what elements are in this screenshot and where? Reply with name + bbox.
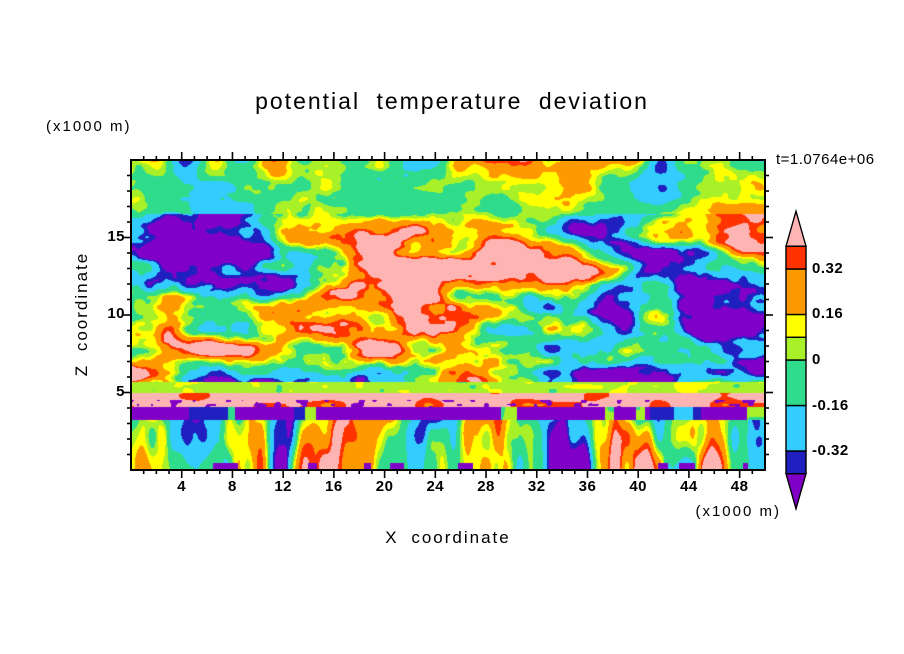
x-tick-label: 4: [177, 478, 187, 495]
x-tick-label: 32: [527, 478, 546, 495]
z-tick-label: 15: [107, 227, 125, 245]
x-tick-label: 16: [325, 478, 343, 495]
colorbar-tick-label: 0.32: [812, 259, 844, 277]
x-tick-label: 48: [730, 478, 749, 495]
x-tick-label: 28: [477, 478, 495, 495]
x-tick-label: 36: [578, 478, 597, 495]
x-tick-label: 20: [375, 478, 394, 495]
x-tick-label: 44: [680, 478, 698, 495]
colorbar-arrow-high: [785, 208, 807, 247]
colorbar-arrow-low: [785, 473, 807, 512]
colorbar-tick-label: -0.16: [812, 396, 849, 414]
colorbar-tick-label: 0: [812, 351, 821, 368]
x-tick-label: 24: [426, 478, 445, 495]
colorbar-segment: [785, 245, 807, 270]
chart-title: potential temperature deviation: [255, 88, 649, 114]
time-annotation: t=1.0764e+06: [776, 151, 875, 168]
x-axis-unit-label: (x1000 m): [695, 503, 781, 520]
x-axis-title: X coordinate: [385, 528, 511, 547]
colorbar-segment: [785, 450, 807, 475]
colorbar-tick-label: 0.16: [812, 305, 844, 323]
z-tick-label: 5: [116, 382, 125, 400]
colorbar-tick-label: -0.32: [812, 442, 849, 459]
z-tick-label: 10: [107, 305, 125, 322]
colorbar-segment: [785, 359, 807, 407]
contour-field-canvas: [131, 160, 765, 470]
x-tick-label: 8: [228, 478, 237, 495]
x-tick-label: 12: [274, 478, 292, 495]
colorbar-segment: [785, 336, 807, 361]
colorbar-segment: [785, 404, 807, 452]
x-tick-label: 40: [629, 478, 648, 495]
colorbar-segment: [785, 313, 807, 338]
colorbar-segment: [785, 268, 807, 316]
z-axis-unit-label: (x1000 m): [46, 118, 132, 135]
